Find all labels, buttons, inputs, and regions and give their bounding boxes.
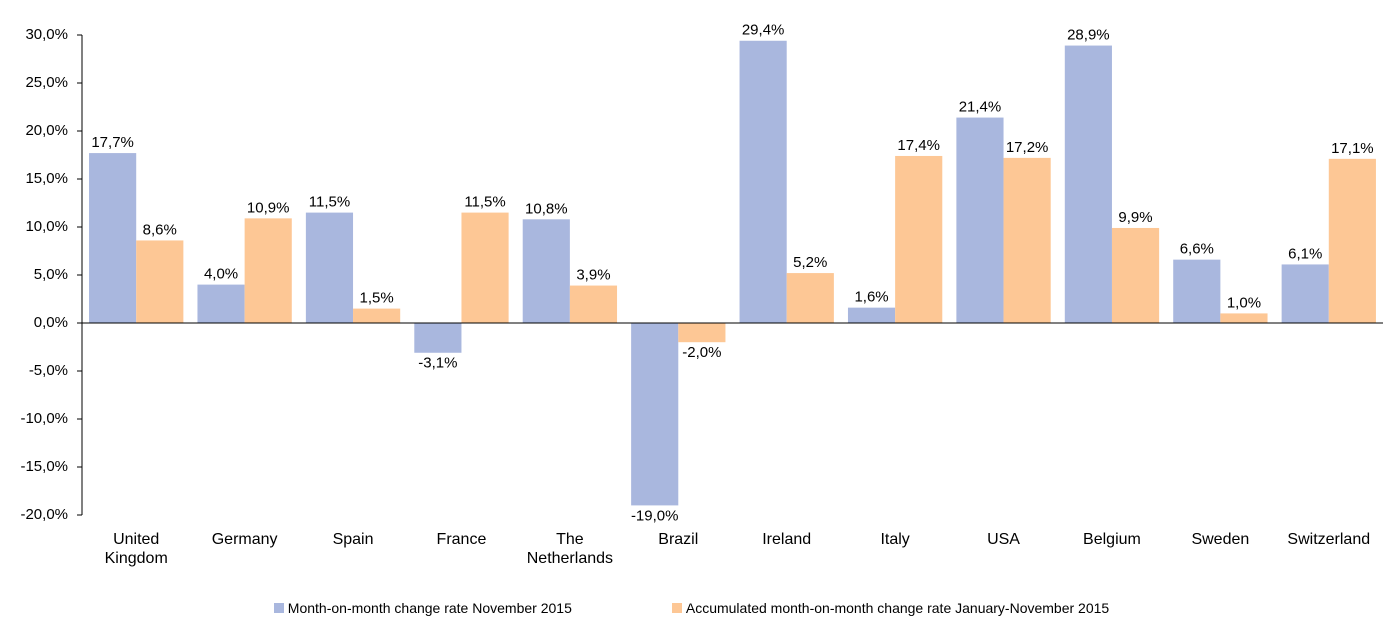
bar [197, 284, 245, 323]
value-label: 11,5% [309, 194, 350, 211]
bar [895, 155, 943, 323]
bar [522, 219, 570, 323]
bar [414, 323, 462, 353]
x-tick-label: Sweden [1191, 531, 1250, 548]
bar [1064, 45, 1112, 324]
y-tick-label: 10,0% [25, 218, 68, 235]
x-tick-label: Germany [211, 531, 278, 548]
bar [353, 308, 401, 323]
bar [305, 212, 354, 323]
legend: Month-on-month change rate November 2015… [0, 600, 1383, 616]
bar [1220, 313, 1268, 323]
bar [1328, 158, 1376, 323]
bar [569, 285, 618, 323]
value-label: 1,5% [360, 290, 394, 307]
x-tick-label: Brazil [658, 531, 699, 548]
bar [847, 307, 896, 323]
bar [461, 212, 509, 323]
value-label: 5,2% [793, 254, 827, 271]
bar [136, 240, 184, 323]
value-label: 1,0% [1227, 294, 1261, 311]
bar [631, 323, 679, 506]
value-label: 10,8% [525, 200, 568, 217]
value-label: -3,1% [418, 355, 457, 372]
x-tick-label: Switzerland [1287, 531, 1371, 548]
x-tick-label: USA [987, 531, 1020, 548]
x-tick-label: Belgium [1083, 531, 1141, 548]
legend-label: Month-on-month change rate November 2015 [287, 600, 572, 616]
value-label: 4,0% [204, 266, 238, 283]
value-label: 3,9% [576, 267, 610, 284]
value-label: 10,9% [247, 199, 290, 216]
value-label: 6,6% [1180, 241, 1214, 258]
y-tick-label: 25,0% [25, 74, 68, 91]
legend-swatch [273, 603, 284, 613]
y-tick-label: 20,0% [25, 122, 68, 139]
value-label: 28,9% [1067, 27, 1110, 44]
y-tick-label: 5,0% [34, 266, 68, 283]
value-label: 11,5% [464, 194, 505, 211]
x-tick-label: Ireland [762, 531, 812, 548]
legend-label: Accumulated month-on-month change rate J… [685, 600, 1110, 616]
legend-item: Accumulated month-on-month change rate J… [671, 600, 1110, 616]
y-tick-label: -20,0% [20, 506, 68, 523]
y-tick-label: -10,0% [20, 410, 68, 427]
bar [678, 323, 726, 343]
value-label: 9,9% [1118, 209, 1152, 226]
value-label: 17,1% [1331, 140, 1374, 157]
legend-swatch [671, 603, 682, 613]
bar [244, 218, 292, 323]
x-tick-label: The Netherlands [526, 531, 614, 567]
bar [956, 117, 1004, 323]
bar [89, 153, 137, 323]
y-tick-label: -5,0% [29, 362, 68, 379]
bar [1111, 227, 1160, 323]
value-label: -19,0% [631, 507, 679, 524]
bar [786, 273, 834, 323]
bar [739, 40, 787, 323]
value-label: 17,2% [1006, 139, 1049, 156]
x-tick-label: United Kingdom [104, 531, 168, 567]
y-tick-label: 0,0% [34, 314, 68, 331]
legend-item: Month-on-month change rate November 2015 [273, 600, 572, 616]
x-tick-label: Spain [332, 531, 374, 548]
value-label: 17,4% [897, 137, 940, 154]
bar [1003, 157, 1051, 323]
value-label: 6,1% [1288, 245, 1322, 262]
bar [1281, 264, 1329, 323]
y-tick-label: 15,0% [25, 170, 68, 187]
value-label: 29,4% [742, 22, 785, 39]
bar [1173, 259, 1221, 323]
value-label: 1,6% [854, 289, 888, 306]
x-tick-label: Italy [880, 531, 910, 548]
y-tick-label: -15,0% [20, 458, 68, 475]
value-label: -2,0% [682, 344, 721, 361]
y-tick-label: 30,0% [25, 26, 68, 43]
value-label: 21,4% [959, 99, 1002, 116]
value-label: 17,7% [91, 134, 134, 151]
x-tick-label: France [436, 531, 487, 548]
value-label: 8,6% [143, 221, 177, 238]
